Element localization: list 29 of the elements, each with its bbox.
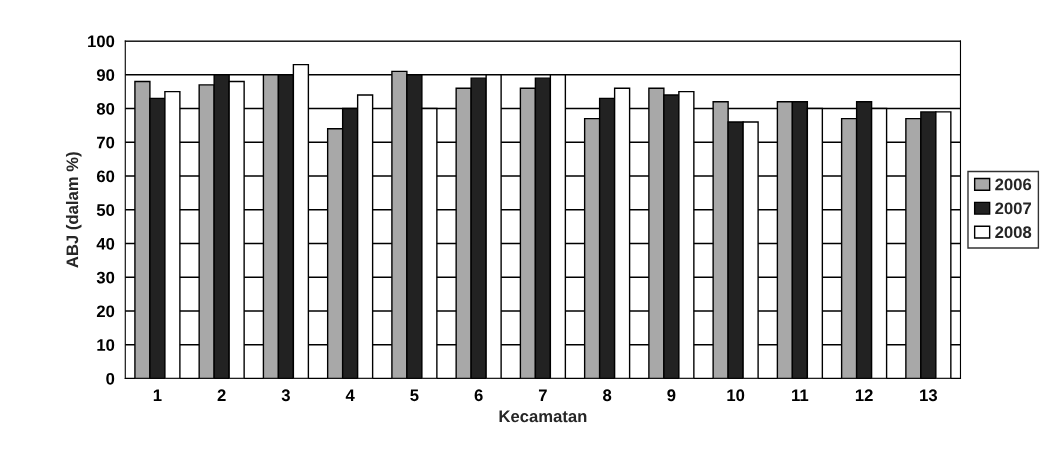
legend-label: 2007	[995, 202, 1031, 215]
x-tick-label: 3	[281, 389, 290, 402]
x-tick-label: 8	[603, 389, 612, 402]
x-tick-label: 5	[410, 389, 419, 402]
x-tick-label: 7	[538, 389, 547, 401]
y-tick-label: 50	[96, 204, 115, 216]
y-tick-label: 0	[106, 372, 115, 385]
y-tick-label: 40	[96, 237, 115, 250]
x-axis-title: Kecamatan	[499, 410, 587, 423]
y-tick-label: 10	[97, 339, 115, 351]
x-tick-label: 10	[727, 389, 745, 402]
x-tick-label: 12	[855, 389, 873, 401]
x-tick-label: 2	[217, 389, 226, 401]
x-tick-label: 6	[474, 389, 483, 402]
y-tick-label: 100	[88, 35, 115, 48]
x-tick-label: 4	[345, 389, 355, 401]
legend-label: 2006	[995, 178, 1032, 191]
legend-label: 2008	[995, 226, 1032, 239]
y-tick-label: 80	[96, 102, 115, 115]
y-tick-label: 60	[96, 170, 115, 183]
y-tick-label: 30	[96, 271, 115, 284]
x-tick-label: 11	[792, 389, 809, 401]
y-tick-label: 90	[96, 69, 115, 81]
x-tick-label: 13	[920, 389, 938, 402]
x-tick-label: 9	[667, 389, 676, 402]
y-tick-label: 20	[96, 305, 115, 318]
x-tick-label: 1	[153, 389, 162, 401]
y-tick-label: 70	[97, 136, 115, 149]
y-axis-title: ABJ (dalam %)	[65, 152, 82, 268]
